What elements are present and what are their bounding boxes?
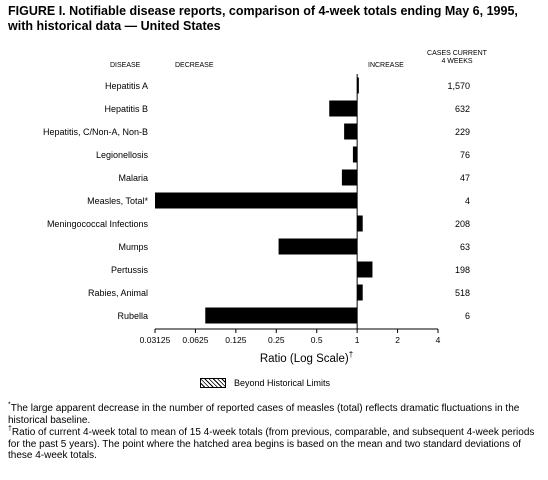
category-label-hepatitis-a: Hepatitis A xyxy=(105,81,148,91)
bar-malaria xyxy=(341,169,358,186)
category-label-legionellosis: Legionellosis xyxy=(96,150,149,160)
header-increase: INCREASE xyxy=(368,62,404,69)
category-label-mumps: Mumps xyxy=(118,242,148,252)
bar-mumps xyxy=(278,238,358,255)
category-label-pertussis: Pertussis xyxy=(111,265,149,275)
cases-value-meningococcal-infections: 208 xyxy=(455,219,470,229)
cases-value-pertussis: 198 xyxy=(455,265,470,275)
cases-value-hepatitis-c-non-a-non-b: 229 xyxy=(455,127,470,137)
category-label-malaria: Malaria xyxy=(118,173,148,183)
x-tick-label: 0.03125 xyxy=(140,335,171,345)
footnote-dagger-mark: † xyxy=(8,425,12,433)
bar-hepatitis-a xyxy=(357,77,359,94)
x-axis-title-dagger: † xyxy=(349,350,353,359)
x-tick-label: 0.125 xyxy=(225,335,247,345)
footnote-measles-text: The large apparent decrease in the numbe… xyxy=(8,403,520,426)
figure-title: FIGURE I. Notifiable disease reports, co… xyxy=(8,4,518,33)
cases-value-malaria: 47 xyxy=(460,173,470,183)
x-tick-label: 0.25 xyxy=(268,335,285,345)
cases-value-hepatitis-b: 632 xyxy=(455,104,470,114)
bar-hepatitis-b xyxy=(329,100,358,117)
category-label-rubella: Rubella xyxy=(117,311,148,321)
bar-pertussis xyxy=(357,261,373,278)
x-tick-label: 0.5 xyxy=(311,335,323,345)
x-tick-label: 0.0625 xyxy=(182,335,208,345)
bar-rabies-animal xyxy=(357,284,363,301)
footnote-star-mark: * xyxy=(8,401,11,409)
header-decrease: DECREASE xyxy=(175,62,214,69)
bar-legionellosis xyxy=(352,146,358,163)
x-tick-label: 4 xyxy=(436,335,441,345)
cases-value-hepatitis-a: 1,570 xyxy=(447,81,470,91)
legend: Beyond Historical Limits xyxy=(200,378,330,388)
bar-meningococcal-infections xyxy=(357,215,363,232)
footnote-ratio-text: Ratio of current 4-week total to mean of… xyxy=(8,427,535,461)
footnote-ratio: †Ratio of current 4-week total to mean o… xyxy=(8,425,538,462)
header-disease: DISEASE xyxy=(110,62,141,69)
footnote-measles: *The large apparent decrease in the numb… xyxy=(8,401,538,426)
category-label-meningococcal-infections: Meningococcal Infections xyxy=(47,219,149,229)
bar-measles-total xyxy=(155,192,358,209)
category-label-rabies-animal: Rabies, Animal xyxy=(88,288,148,298)
cases-value-measles-total: 4 xyxy=(465,196,470,206)
bar-rubella xyxy=(205,307,358,324)
header-cases: CASES CURRENT 4 WEEKS xyxy=(426,50,488,66)
category-label-hepatitis-b: Hepatitis B xyxy=(104,104,148,114)
cases-value-mumps: 63 xyxy=(460,242,470,252)
x-tick-label: 2 xyxy=(395,335,400,345)
x-tick-label: 1 xyxy=(355,335,360,345)
header-cases-line1: CASES CURRENT xyxy=(427,50,487,57)
legend-hatch-swatch xyxy=(200,378,226,388)
cases-value-legionellosis: 76 xyxy=(460,150,470,160)
category-label-measles-total: Measles, Total* xyxy=(87,196,148,206)
legend-label: Beyond Historical Limits xyxy=(234,378,331,388)
cases-value-rubella: 6 xyxy=(465,311,470,321)
category-label-hepatitis-c-non-a-non-b: Hepatitis, C/Non-A, Non-B xyxy=(43,127,148,137)
x-axis-title: Ratio (Log Scale)† xyxy=(260,350,353,365)
bar-hepatitis-c-non-a-non-b xyxy=(344,123,358,140)
header-cases-line2: 4 WEEKS xyxy=(441,58,473,65)
cases-value-rabies-animal: 518 xyxy=(455,288,470,298)
